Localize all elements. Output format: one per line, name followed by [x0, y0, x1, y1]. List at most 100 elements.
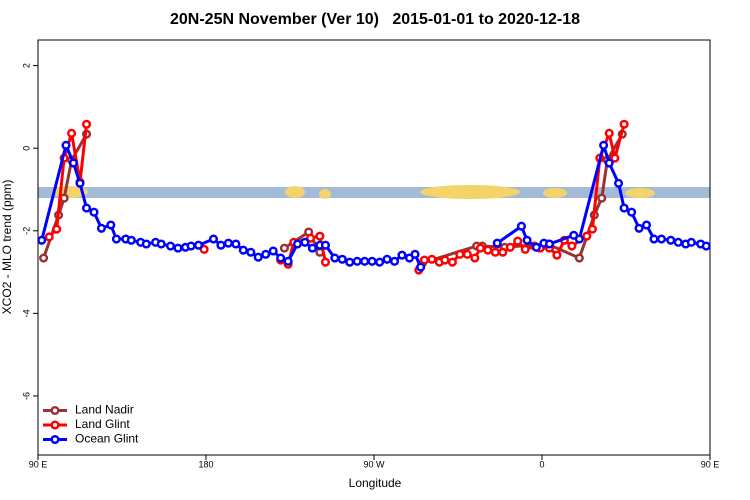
y-axis-label: XCO2 - MLO trend (ppm) — [0, 180, 14, 315]
y-tick-label: -6 — [21, 392, 31, 400]
point — [574, 253, 584, 263]
point — [231, 239, 241, 249]
point — [292, 239, 303, 249]
point — [216, 240, 226, 250]
point — [52, 224, 62, 234]
point — [173, 243, 183, 253]
legend-label: Land Nadir — [75, 403, 134, 417]
point — [44, 232, 54, 242]
point — [75, 178, 85, 188]
point — [462, 249, 472, 259]
x-axis-label: Longitude — [349, 476, 402, 490]
point — [492, 238, 502, 248]
x-tick-label: 90 W — [363, 459, 385, 469]
point — [238, 245, 248, 255]
x-tick-label: 0 — [539, 459, 544, 469]
point — [574, 234, 584, 244]
point — [279, 243, 289, 253]
plot — [38, 119, 710, 275]
point — [307, 243, 317, 253]
point — [627, 207, 637, 217]
point — [320, 257, 331, 267]
point — [300, 237, 310, 247]
legend-swatch-point — [50, 420, 60, 430]
point — [483, 245, 493, 255]
point — [165, 241, 176, 251]
point — [582, 231, 592, 241]
x-tick-label: 90 E — [29, 459, 48, 469]
point — [656, 234, 667, 244]
point — [427, 254, 437, 264]
point — [641, 220, 652, 230]
legend-swatch-point — [50, 405, 60, 416]
point — [552, 250, 562, 260]
plot-frame — [37, 39, 711, 456]
point — [199, 244, 209, 254]
legend-label: Ocean Glint — [75, 432, 139, 446]
point — [337, 254, 347, 264]
point — [475, 243, 485, 253]
point — [470, 253, 480, 263]
point — [604, 158, 614, 168]
point — [67, 128, 77, 138]
point — [416, 262, 426, 272]
point — [283, 256, 293, 266]
point — [531, 242, 541, 252]
point — [367, 256, 377, 266]
point — [186, 241, 196, 251]
point — [68, 158, 79, 168]
point — [666, 235, 676, 245]
point — [513, 236, 523, 246]
point — [305, 233, 316, 243]
point — [156, 239, 166, 249]
point — [440, 255, 450, 265]
point — [253, 252, 263, 262]
point — [498, 247, 508, 257]
map-strip — [38, 185, 710, 199]
point — [352, 256, 362, 266]
point — [610, 153, 620, 163]
x-tick-label: 90 E — [701, 459, 720, 469]
legend-label: Land Glint — [75, 417, 130, 431]
y-tick-label: 2 — [21, 63, 31, 68]
point — [544, 239, 555, 249]
point — [597, 193, 607, 203]
point — [382, 254, 392, 264]
y-tick-label: 0 — [21, 146, 31, 151]
point — [89, 207, 99, 217]
point — [634, 223, 644, 233]
point — [360, 256, 370, 266]
point — [208, 234, 219, 244]
point — [193, 240, 204, 250]
point — [126, 235, 136, 245]
point — [587, 224, 597, 234]
point — [397, 250, 407, 260]
point — [522, 235, 532, 245]
point — [39, 253, 49, 263]
point — [375, 257, 385, 267]
point — [81, 203, 92, 213]
point — [686, 237, 696, 247]
point — [268, 246, 278, 256]
point — [516, 221, 527, 231]
point — [261, 249, 271, 259]
y-tick-label: -4 — [21, 309, 31, 317]
point — [106, 220, 116, 230]
point — [419, 255, 429, 265]
point — [604, 128, 614, 138]
point — [520, 244, 530, 254]
point — [81, 119, 92, 129]
point — [490, 247, 500, 257]
point — [61, 140, 71, 150]
point — [315, 231, 325, 241]
point — [649, 234, 659, 244]
point — [410, 249, 420, 259]
point — [619, 203, 629, 213]
point — [619, 119, 629, 129]
point — [673, 237, 683, 247]
point — [447, 257, 457, 267]
y-tick-label: -2 — [21, 227, 31, 235]
point — [455, 249, 465, 259]
chart-title: 20N-25N November (Ver 10) 2015-01-01 to … — [170, 11, 580, 28]
